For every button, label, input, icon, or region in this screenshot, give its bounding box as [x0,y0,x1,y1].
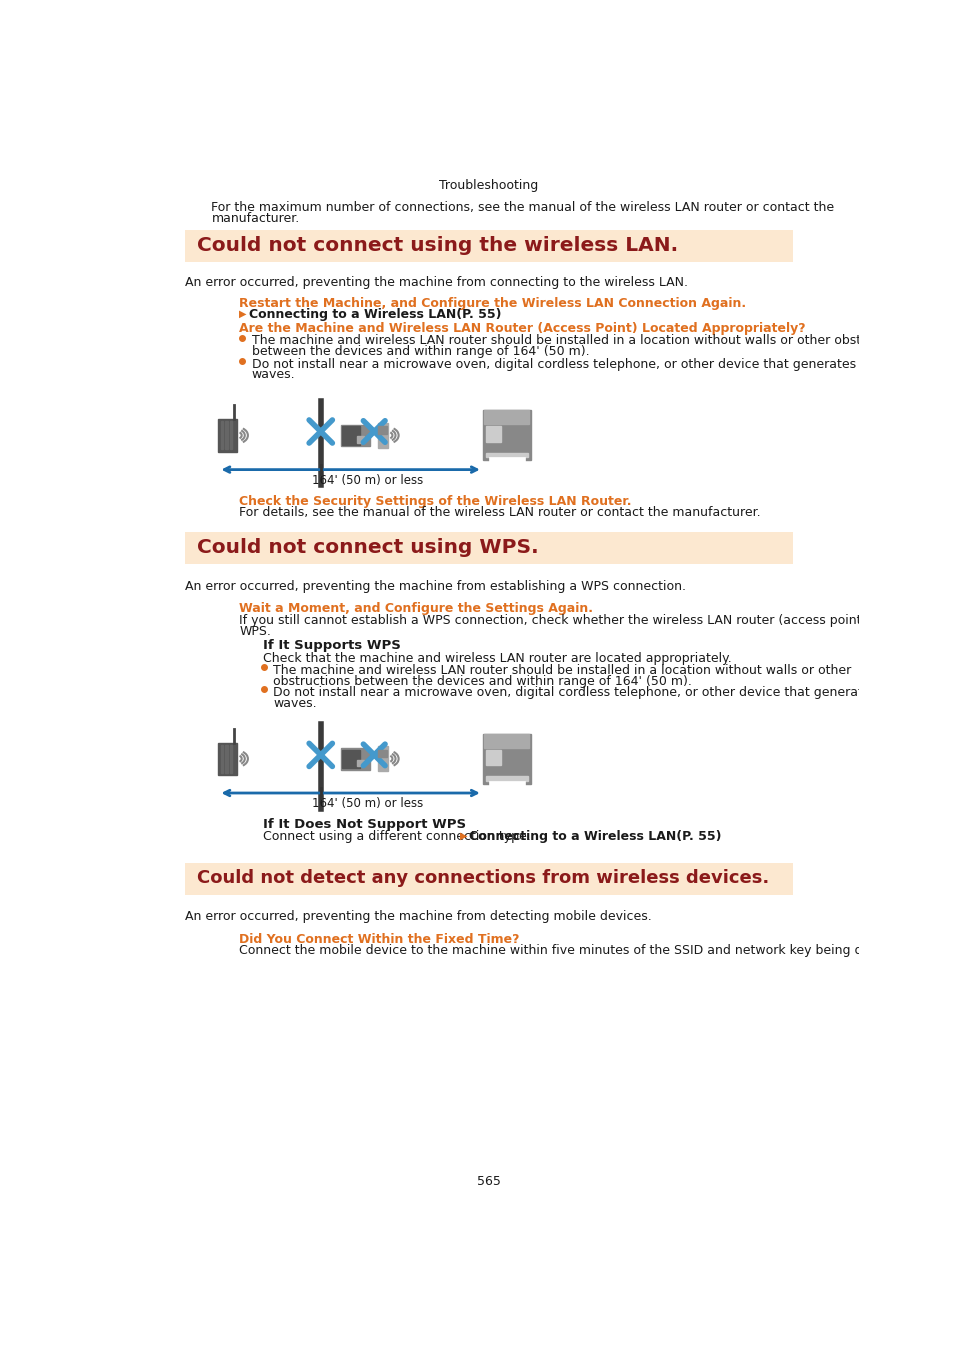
Bar [342,749,359,768]
Text: Restart the Machine, and Configure the Wireless LAN Connection Again.: Restart the Machine, and Configure the W… [239,297,745,309]
Bar [230,421,233,450]
Text: Connecting to a Wireless LAN(P. 55): Connecting to a Wireless LAN(P. 55) [249,308,500,321]
Bar [340,748,370,770]
Text: An error occurred, preventing the machine from establishing a WPS connection.: An error occurred, preventing the machin… [185,580,685,593]
Bar [484,410,529,424]
Text: 164' (50 m) or less: 164' (50 m) or less [312,474,422,487]
Bar [485,452,527,458]
Bar [340,424,370,446]
Text: WPS.: WPS. [239,625,271,637]
Text: Did You Connect Within the Fixed Time?: Did You Connect Within the Fixed Time? [239,933,519,946]
Text: If It Supports WPS: If It Supports WPS [262,640,400,652]
Text: The machine and wireless LAN router should be installed in a location without wa: The machine and wireless LAN router shou… [252,335,910,347]
Text: manufacturer.: manufacturer. [212,212,299,225]
Text: Wait a Moment, and Configure the Settings Again.: Wait a Moment, and Configure the Setting… [239,602,593,616]
Text: For the maximum number of connections, see the manual of the wireless LAN router: For the maximum number of connections, s… [212,201,834,213]
FancyBboxPatch shape [185,863,792,895]
Text: Could not connect using the wireless LAN.: Could not connect using the wireless LAN… [196,236,678,255]
Bar [484,734,529,748]
Text: Connect the mobile device to the machine within five minutes of the SSID and net: Connect the mobile device to the machine… [239,944,918,957]
Text: Check the Security Settings of the Wireless LAN Router.: Check the Security Settings of the Wirel… [239,494,631,508]
Text: 565: 565 [476,1176,500,1188]
FancyBboxPatch shape [185,230,792,262]
Text: between the devices and within range of 164' (50 m).: between the devices and within range of … [252,346,589,358]
Bar [225,745,228,772]
Text: Connect using a different connection type.: Connect using a different connection typ… [262,830,534,844]
Text: Check that the machine and wireless LAN router are located appropriately.: Check that the machine and wireless LAN … [262,652,731,666]
Bar [485,427,500,441]
Text: Could not detect any connections from wireless devices.: Could not detect any connections from wi… [196,869,768,887]
Bar [378,749,387,757]
Bar [218,420,236,451]
Bar [485,776,527,780]
Bar [482,734,530,784]
Text: If you still cannot establish a WPS connection, check whether the wireless LAN r: If you still cannot establish a WPS conn… [239,614,924,626]
Text: An error occurred, preventing the machine from connecting to the wireless LAN.: An error occurred, preventing the machin… [185,275,687,289]
Text: waves.: waves. [252,369,295,381]
Text: Connecting to a Wireless LAN(P. 55): Connecting to a Wireless LAN(P. 55) [468,830,720,844]
Text: Are the Machine and Wireless LAN Router (Access Point) Located Appropriately?: Are the Machine and Wireless LAN Router … [239,323,805,335]
Bar [230,745,233,772]
Bar [356,436,364,443]
Bar [356,760,364,767]
Bar [225,421,228,450]
FancyBboxPatch shape [185,532,792,564]
Text: ▶: ▶ [459,830,466,840]
Bar [482,410,530,460]
Text: ▶: ▶ [239,308,247,319]
Bar [488,780,524,788]
Bar [218,743,236,775]
Text: Do not install near a microwave oven, digital cordless telephone, or other devic: Do not install near a microwave oven, di… [274,686,913,699]
Bar [488,458,524,464]
Text: For details, see the manual of the wireless LAN router or contact the manufactur: For details, see the manual of the wirel… [239,506,760,520]
Bar [377,423,387,448]
Text: An error occurred, preventing the machine from detecting mobile devices.: An error occurred, preventing the machin… [185,910,651,923]
Text: If It Does Not Support WPS: If It Does Not Support WPS [262,818,465,832]
Text: obstructions between the devices and within range of 164' (50 m).: obstructions between the devices and wit… [274,675,692,687]
Text: Do not install near a microwave oven, digital cordless telephone, or other devic: Do not install near a microwave oven, di… [252,358,891,371]
Text: The machine and wireless LAN router should be installed in a location without wa: The machine and wireless LAN router shou… [274,664,851,678]
Text: 164' (50 m) or less: 164' (50 m) or less [312,798,422,810]
Bar [342,427,359,444]
Bar [220,421,223,450]
Bar [378,427,387,433]
Bar [377,747,387,771]
Bar [220,745,223,772]
Bar [485,749,500,765]
Text: waves.: waves. [274,697,316,710]
Text: Troubleshooting: Troubleshooting [438,180,538,192]
Text: Could not connect using WPS.: Could not connect using WPS. [196,537,537,556]
